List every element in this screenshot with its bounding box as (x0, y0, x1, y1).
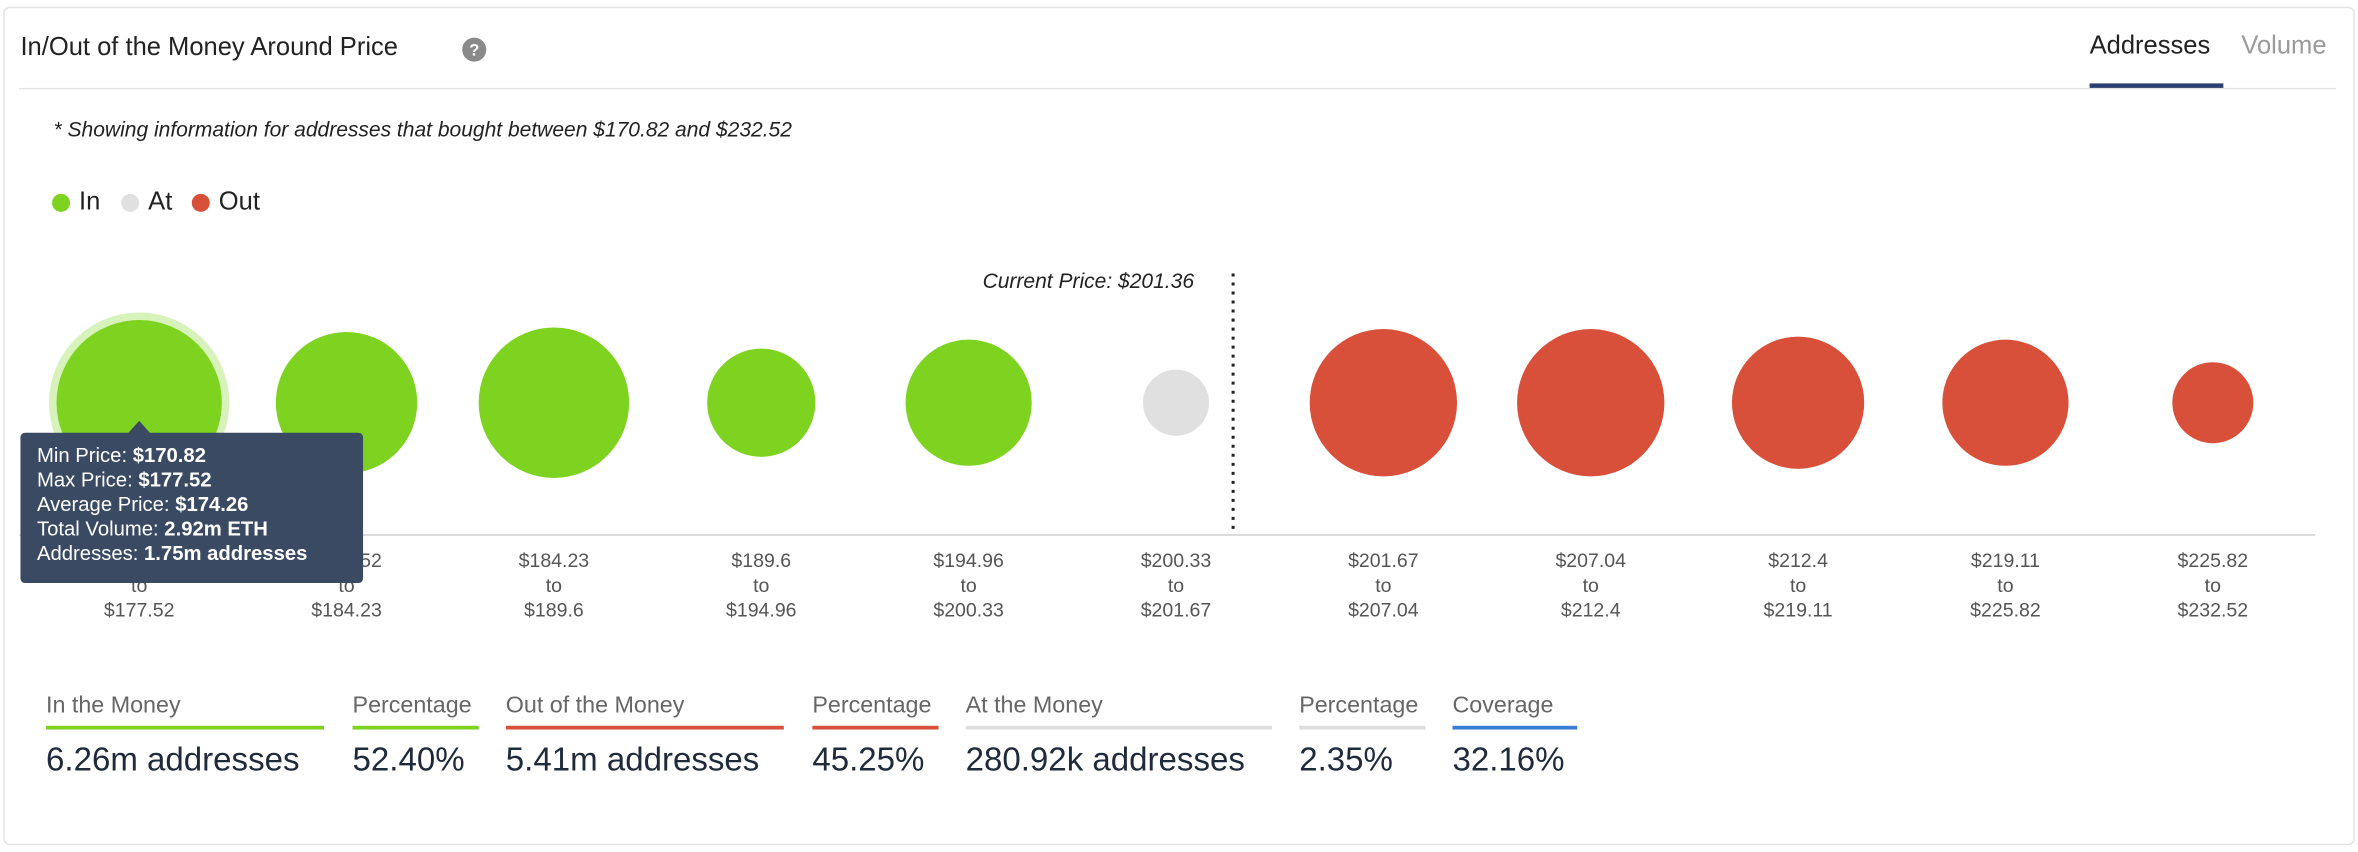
stat-label: Out of the Money (506, 691, 685, 717)
stat-underline (352, 725, 479, 730)
tooltip-label: Max Price: (37, 470, 133, 492)
x-tick-label: $189.6 (731, 550, 791, 572)
bubble (905, 339, 1032, 466)
tooltip-value: 2.92m ETH (164, 519, 268, 541)
x-tick-label: $232.52 (2178, 600, 2249, 622)
x-tick-label: to (2205, 575, 2221, 597)
stat-underline (1452, 725, 1578, 730)
x-tick-label: to (960, 575, 976, 597)
stat-value: 280.92k addresses (966, 742, 1245, 779)
x-tick-label: to (1790, 575, 1806, 597)
stat-label: Percentage (812, 691, 931, 717)
current-price-label: Current Price: $201.36 (983, 270, 1195, 293)
bubble (2172, 362, 2254, 444)
tooltip-value: 1.75m addresses (144, 543, 307, 565)
tooltip-value: $170.82 (133, 445, 206, 467)
stat-value: 6.26m addresses (46, 742, 300, 779)
x-tick-label: $225.82 (2178, 550, 2249, 572)
tooltip-line: Total Volume: 2.92m ETH (37, 519, 268, 541)
legend-label: At (148, 188, 172, 216)
x-tick-label: $177.52 (104, 600, 175, 622)
x-tick-label: to (546, 575, 562, 597)
stat-underline (812, 725, 939, 730)
tooltip-pointer (127, 420, 152, 435)
x-tick-label: $225.82 (1970, 600, 2041, 622)
stat-value: 45.25% (812, 742, 924, 779)
x-tick-label: $212.4 (1768, 550, 1828, 572)
bubble (1309, 329, 1458, 477)
legend-dot (121, 193, 140, 212)
stat-value: 2.35% (1299, 742, 1393, 779)
stat-underline (965, 725, 1273, 730)
tooltip-line: Average Price: $174.26 (37, 494, 248, 516)
stat-underline (505, 725, 784, 730)
x-tick-label: $194.96 (933, 550, 1004, 572)
stat-label: Percentage (1299, 691, 1418, 717)
stat-value: 52.40% (353, 742, 465, 779)
x-tick-label: $201.67 (1348, 550, 1419, 572)
tooltip-value: $174.26 (175, 494, 248, 516)
x-tick-label: $184.23 (519, 550, 590, 572)
x-tick-label: to (753, 575, 769, 597)
help-icon[interactable] (462, 37, 487, 62)
tooltip-box (20, 432, 364, 584)
x-tick-label: $189.6 (524, 600, 584, 622)
x-tick-label: $219.11 (1764, 600, 1833, 622)
note: * Showing information for addresses that… (54, 118, 793, 141)
x-tick-label: to (1375, 575, 1391, 597)
stat-value: 32.16% (1452, 742, 1564, 779)
legend-label: Out (219, 188, 260, 216)
x-tick-label: $184.23 (311, 600, 382, 622)
x-tick-label: $207.04 (1555, 550, 1626, 572)
tooltip-value: $177.52 (138, 470, 211, 492)
tooltip-line: Max Price: $177.52 (37, 470, 212, 492)
tooltip-label: Total Volume: (37, 519, 159, 541)
tab[interactable]: Volume (2241, 31, 2326, 59)
tooltip-label: Addresses: (37, 543, 138, 565)
stat-label: Coverage (1452, 691, 1553, 717)
bubble (1517, 329, 1665, 477)
bubble (1731, 336, 1865, 469)
tab[interactable]: Addresses (2090, 31, 2211, 59)
stat-underline (46, 725, 324, 730)
x-tick-label: $201.67 (1141, 600, 1212, 622)
legend-label: In (79, 188, 100, 216)
widget-title: In/Out of the Money Around Price (20, 33, 398, 61)
x-tick-label: $200.33 (1141, 550, 1212, 572)
stat-label: Percentage (353, 691, 472, 717)
bubble (1142, 369, 1210, 436)
x-tick-label: $219.11 (1971, 550, 2040, 572)
bubble (707, 348, 816, 457)
x-tick-label: to (1583, 575, 1599, 597)
stat-value: 5.41m addresses (506, 742, 760, 779)
x-tick-label: to (1997, 575, 2013, 597)
stat-label: At the Money (966, 691, 1104, 717)
x-tick-label: to (1168, 575, 1184, 597)
x-tick-label: $207.04 (1348, 600, 1419, 622)
legend-dot (52, 193, 71, 212)
legend-dot (191, 193, 210, 212)
bubble (478, 327, 630, 478)
x-tick-label: $200.33 (933, 600, 1004, 622)
x-tick-label: $212.4 (1561, 600, 1621, 622)
tooltip-line: Addresses: 1.75m addresses (37, 543, 307, 565)
tooltip-label: Min Price: (37, 445, 127, 467)
stat-label: In the Money (46, 691, 181, 717)
tab-underline (2089, 83, 2224, 88)
stat-underline (1299, 725, 1426, 730)
help-icon-glyph: ? (469, 40, 479, 59)
tooltip-line: Min Price: $170.82 (37, 445, 206, 467)
x-tick-label: $194.96 (726, 600, 797, 622)
tooltip-label: Average Price: (37, 494, 170, 516)
bubble (1942, 339, 2069, 466)
